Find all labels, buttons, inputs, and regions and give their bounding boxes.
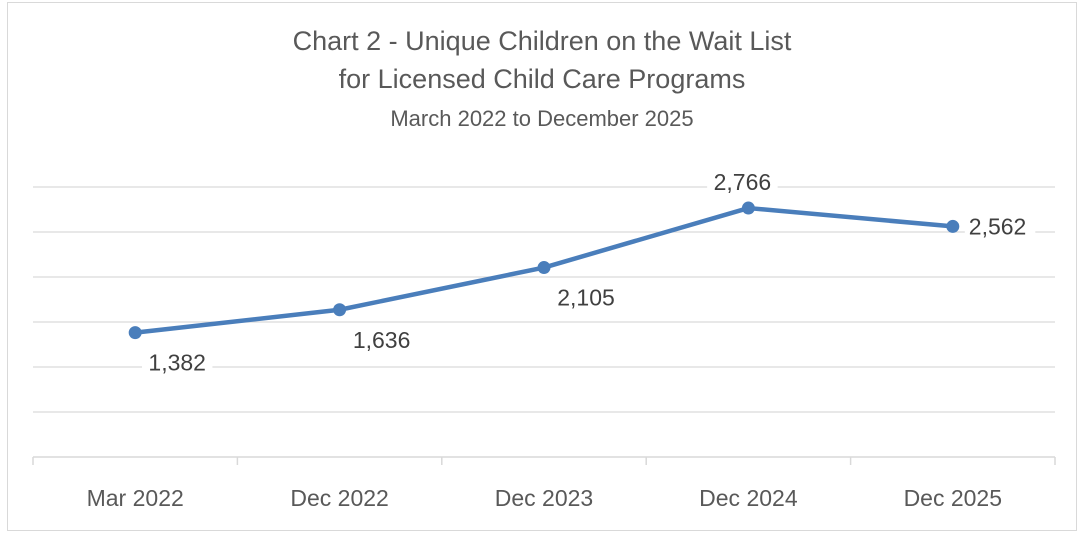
data-label-bg xyxy=(141,350,213,379)
x-tick-label: Dec 2022 xyxy=(290,485,388,511)
chart-title: Chart 2 - Unique Children on the Wait Li… xyxy=(292,26,792,56)
x-tick-label: Dec 2024 xyxy=(699,485,798,511)
data-point xyxy=(946,219,960,233)
data-point xyxy=(537,261,551,275)
x-axis: Mar 2022 Dec 2022 Dec 2023 Dec 2024 Dec 2025 xyxy=(32,456,1056,511)
data-label: 1,636 xyxy=(353,327,411,353)
data-point xyxy=(128,326,142,340)
data-label-bg xyxy=(346,327,417,356)
data-label: 2,562 xyxy=(969,213,1027,239)
data-label: 1,382 xyxy=(148,350,206,376)
data-label: 2,105 xyxy=(557,285,615,311)
chart-subtitle: March 2022 to December 2025 xyxy=(390,106,694,131)
x-tick-label: Dec 2023 xyxy=(495,485,593,511)
data-label-bg xyxy=(707,170,778,199)
data-label-bg xyxy=(550,285,622,314)
x-tick-label: Dec 2025 xyxy=(904,485,1002,511)
data-point xyxy=(333,303,347,317)
data-point xyxy=(741,201,755,215)
data-label-bg xyxy=(964,214,1036,243)
data-labels: 1,382 1,636 2,105 2,766 2,562 xyxy=(141,169,1036,379)
data-series xyxy=(128,201,960,340)
gridlines xyxy=(33,186,1055,413)
x-tick-label: Mar 2022 xyxy=(87,485,184,511)
data-label: 2,766 xyxy=(714,169,772,195)
chart-title-line-2: for Licensed Child Care Programs xyxy=(338,64,746,94)
